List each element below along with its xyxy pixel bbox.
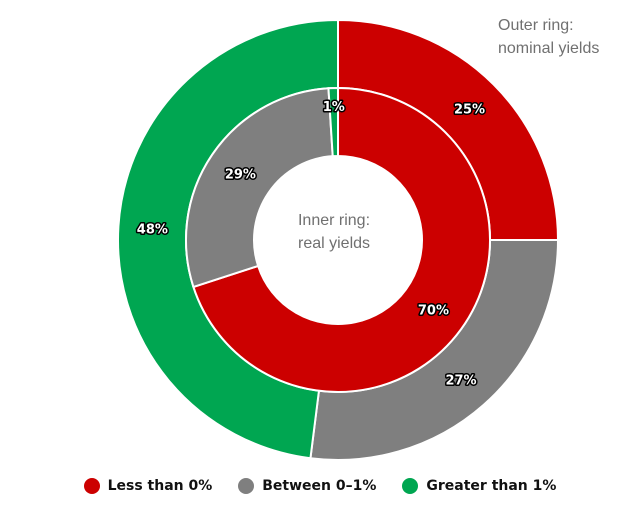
legend-item-greater-than-1[interactable]: Greater than 1%	[402, 478, 556, 494]
legend-item-less-than-0[interactable]: Less than 0%	[83, 478, 213, 494]
outer-ring-annotation-line2: nominal yields	[498, 40, 599, 57]
nested-donut-chart: 25% 27% 48% 70% 29% 1% Outer ring: nominal yi…	[117, 17, 599, 461]
inner-data-label-between-0-1: 29%	[225, 168, 256, 183]
legend-swatch-green	[402, 478, 419, 494]
legend-label: Less than 0%	[107, 478, 213, 494]
inner-ring-annotation-line2: real yields	[298, 235, 370, 252]
inner-slice-between-0-1[interactable]	[185, 87, 334, 289]
legend: Less than 0% Between 0–1% Greater than 1…	[0, 478, 640, 494]
outer-data-label-less-than-0: 25%	[454, 102, 485, 117]
inner-data-label-greater-than-1: 1%	[323, 100, 345, 115]
legend-label: Between 0–1%	[262, 478, 377, 494]
legend-item-between-0-1[interactable]: Between 0–1%	[238, 478, 376, 494]
data-labels: 25% 27% 48% 70% 29% 1%	[135, 99, 486, 390]
legend-swatch-red	[83, 478, 100, 494]
outer-data-label-greater-than-1: 48%	[137, 222, 168, 237]
inner-slice-less-than-0[interactable]	[192, 86, 491, 393]
outer-ring-annotation-line1: Outer ring:	[498, 17, 574, 34]
inner-ring-annotation-line1: Inner ring:	[298, 212, 370, 229]
legend-label: Greater than 1%	[426, 478, 557, 494]
inner-slice-greater-than-1[interactable]	[327, 86, 339, 158]
legend-swatch-gray	[238, 478, 255, 494]
inner-data-label-less-than-0: 70%	[418, 303, 449, 318]
outer-data-label-between-0-1: 27%	[445, 374, 476, 389]
inner-ring	[185, 86, 491, 393]
